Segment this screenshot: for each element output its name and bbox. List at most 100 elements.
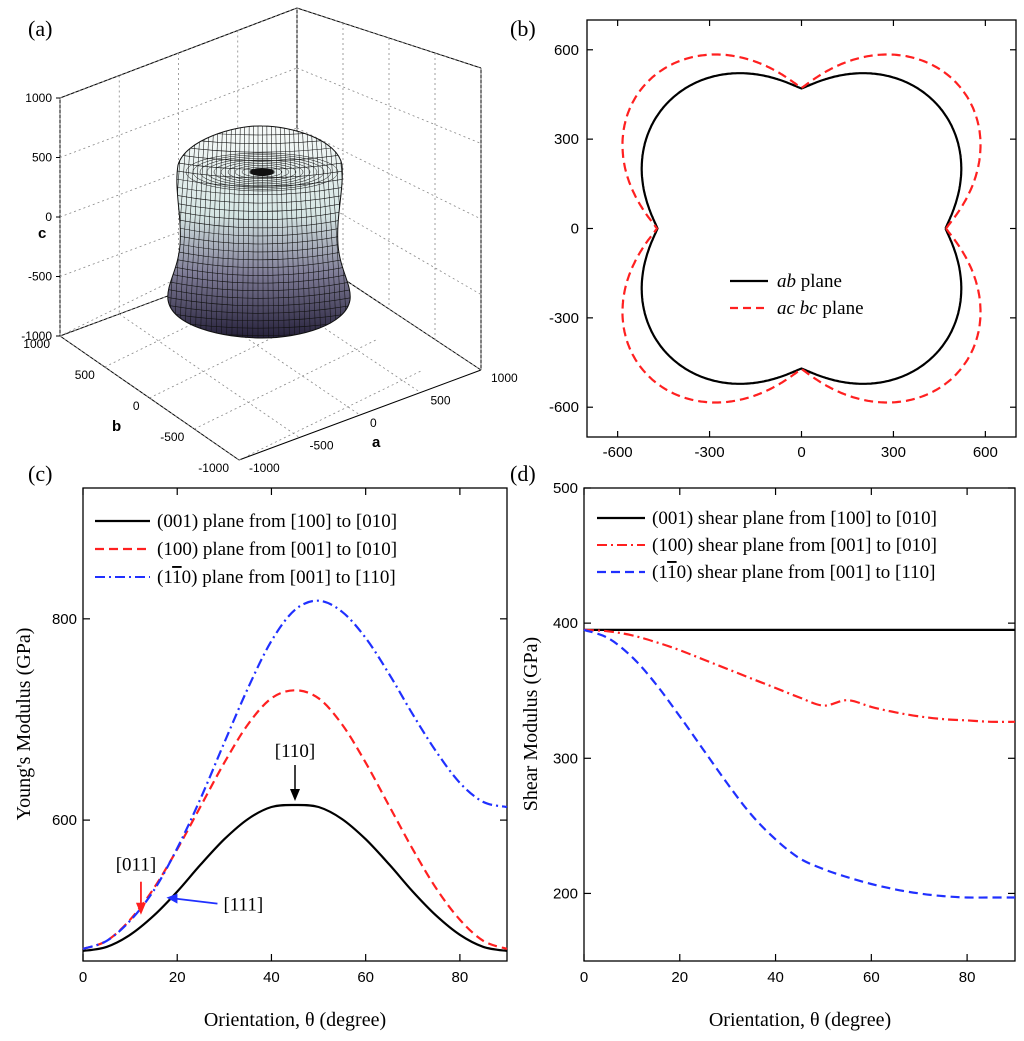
grid-line [238,369,424,461]
d-tick-label-x: 60 [863,969,880,986]
legend-label-acbc: ac bc plane [777,298,864,319]
mesh-lon [236,125,241,338]
mesh-lon [231,125,237,338]
c-series-line-2 [82,599,508,950]
panel-c-ylabel: Young's Modulus (GPa) [13,628,35,821]
tick-label-a: -1000 [249,461,280,475]
panel-c-curves [82,599,508,952]
panel-d-frame [583,487,1016,962]
panel-label-b: (b) [510,16,536,41]
mesh-lon [306,125,316,338]
c-tick-label-y: 600 [52,812,77,829]
mesh-lat [167,223,351,237]
panel-label-d: (d) [510,461,536,486]
mesh-lon [292,125,301,338]
legend-label-d-001: (001) shear plane from [100] to [010] [652,508,937,529]
tick-label-y: -300 [549,310,579,327]
tick-label-y: 300 [554,131,579,148]
mesh-ring [220,161,304,183]
c-tick-label-x: 40 [263,969,280,986]
panel-d-legend: (001) shear plane from [100] to [010] (1… [597,508,937,583]
mesh-lat [167,191,351,204]
annotation-111-arrowhead [166,893,178,904]
mesh-lon [275,125,280,338]
mesh-ring [234,165,290,179]
mesh-ring [206,158,318,186]
c-series-line-0 [82,803,508,952]
annotation-110-arrowhead [290,789,300,802]
grid-line [59,67,298,158]
legend-label-ab: ab plane [777,271,842,292]
axis-label-b: b [112,418,121,435]
mesh-lat [167,207,351,220]
c-series-line-1 [82,689,508,950]
c-tick-label-x: 60 [357,969,374,986]
d-tick-label-y: 300 [553,750,578,767]
panel-b-curves [621,53,982,404]
panel-b-legend: ab plane ac bc plane [730,271,864,319]
panel-c-frame [82,487,508,962]
panel-d-ticks: 0 20 40 60 80 200 300 400 500 [553,480,1015,986]
mesh-lon [221,125,228,338]
mesh-lon [314,125,327,338]
panel-c-legend: (001) plane from [100] to [010] (100) pl… [95,511,397,588]
mesh-ring [227,163,297,181]
axis-label-c: c [38,225,46,242]
tick-label-c: -500 [28,270,52,284]
c-tick-label-x: 80 [452,969,469,986]
tick-label-a: -500 [310,439,334,453]
mesh-lat [167,199,351,212]
tick-label-x: 0 [797,444,805,461]
grid-line [296,67,482,144]
panel-c-ticks: 0 20 40 60 80 600 800 [52,488,507,986]
tick-label-c: 1000 [25,91,52,105]
mesh-lat [167,303,351,314]
mesh-lat [167,295,351,307]
panel-a-ticks: 10005000-500-1000-1000-50005001000-1000-… [21,91,518,475]
tick-label-x: -600 [603,444,633,461]
mesh-ring [199,156,325,188]
mesh-lon [242,125,246,338]
panel-d-xlabel: Orientation, θ (degree) [709,1009,891,1031]
tick-label-x: 300 [881,444,906,461]
tick-label-a: 500 [431,394,451,408]
panel-c-xlabel: Orientation, θ (degree) [204,1009,386,1031]
annotation-011-arrowhead [135,902,146,915]
annotation-111-arrow [175,897,218,905]
panel-d-shear-modulus: 0 20 40 60 80 200 300 400 500 (001) shear plane … [520,480,1016,1031]
mesh-lon [266,125,269,338]
d-tick-label-y: 500 [553,480,578,497]
mesh-lat [167,167,351,179]
mesh-lat [167,279,351,291]
d-series-line-2 [583,628,1015,899]
d-tick-label-y: 200 [553,885,578,902]
mesh-ring [185,152,339,192]
legend-label-c-1-10: (110) plane from [001] to [110] [157,567,396,588]
tick-label-b: 1000 [23,337,50,351]
legend-label-d-1-10: (110) shear plane from [001] to [110] [652,562,936,583]
mesh-lat [167,239,351,253]
tick-label-b: 500 [75,368,95,382]
mesh-lat [167,247,351,261]
mesh-lon [252,125,254,338]
annotation-111: [111] [223,895,263,916]
panel-label-c: (c) [28,461,52,486]
mesh-lon [310,125,322,338]
d-tick-label-y: 400 [553,615,578,632]
grid-line [119,313,300,438]
tick-label-b: 0 [133,399,140,413]
mesh-ring [241,166,283,178]
mesh-lon [205,125,215,338]
mesh-lon [284,125,290,338]
d-tick-label-x: 80 [959,969,976,986]
panel-d-curves [583,628,1016,899]
mesh-ring [192,154,332,190]
mesh-lon [297,125,306,338]
tick-label-c: 0 [45,210,52,224]
mesh-lon [200,125,210,338]
mesh-lon [226,125,232,338]
mesh-lon [288,125,295,338]
mesh-lon [262,125,264,338]
tick-label-a: 0 [370,416,377,430]
tick-label-y: 0 [571,221,579,238]
